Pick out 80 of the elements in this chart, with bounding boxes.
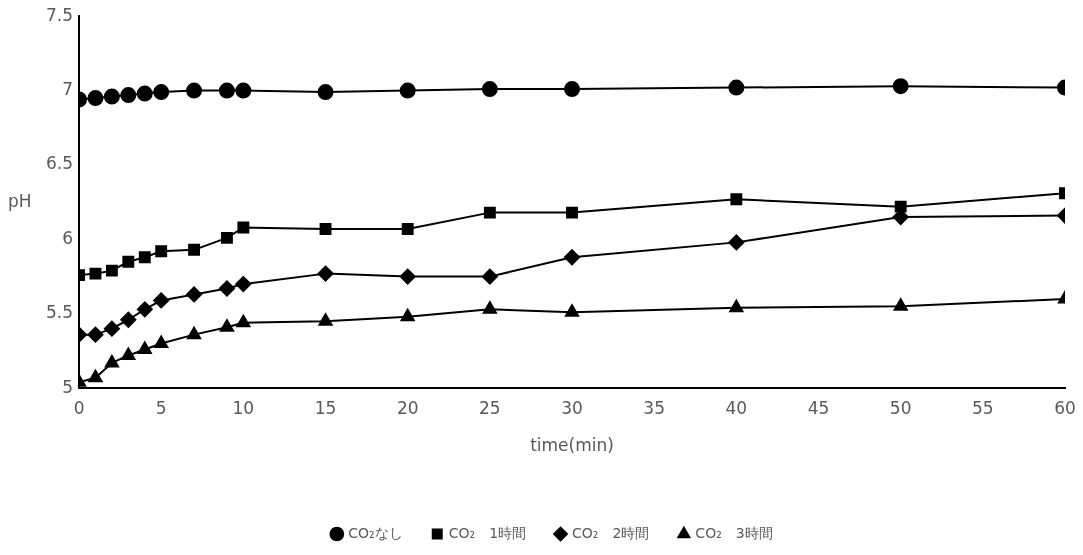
point [219,319,234,332]
legend-label: CO₂ 3時間 [695,524,773,541]
point [136,301,153,318]
point [566,206,578,219]
point [564,249,581,266]
x-tick-label: 45 [807,397,830,418]
y-tick-label: 6.5 [45,153,74,174]
legend-label: CO₂なし [348,524,403,541]
point [121,347,136,360]
point [154,335,169,349]
point [729,299,744,313]
point [401,223,414,235]
point [564,304,580,317]
point [87,326,104,343]
point [105,264,118,277]
point [122,255,135,268]
point [893,298,908,311]
point [136,85,153,102]
x-tick-label: 25 [479,397,501,418]
point [187,326,202,340]
x-tick-label: 55 [972,397,994,418]
point [137,341,152,355]
point [120,87,137,104]
x-tick-label: 10 [232,397,255,418]
point [482,301,497,314]
x-tick-label: 35 [643,397,665,418]
x-tick-label: 15 [314,397,337,418]
point [894,200,907,213]
point [153,292,170,309]
y-tick-label: 5 [62,376,74,397]
point [317,84,334,101]
point [103,320,120,337]
y-tick-label: 7 [62,79,74,100]
point [399,82,416,99]
point [728,79,745,96]
x-tick-label: 60 [1054,397,1076,418]
point [564,81,581,98]
point [220,231,233,244]
point [153,84,170,101]
y-tick-label: 6 [62,227,74,248]
point [236,314,251,328]
point [892,78,909,95]
point [728,234,745,251]
point [317,265,334,282]
x-tick-label: 0 [73,397,85,418]
point [235,276,252,293]
point [155,245,168,258]
point [103,88,120,105]
legend-label: CO₂ 1時間 [448,524,527,541]
point [186,286,203,303]
point [235,82,252,99]
point [319,223,332,235]
legend-label: CO₂ 2時間 [572,524,650,541]
point [318,313,333,326]
x-tick-label: 30 [561,397,583,418]
point [87,90,104,107]
point [481,268,498,285]
point [138,251,151,264]
point [104,354,119,368]
point [481,81,498,98]
y-tick-label: 5.5 [45,302,74,323]
point [188,243,201,256]
point [88,369,103,383]
x-tick-label: 5 [155,397,167,418]
x-tick-label: 20 [396,397,419,418]
x-axis-title: time(min) [530,435,614,456]
y-axis-title: pH [8,190,32,211]
point [218,280,235,297]
point [89,267,102,280]
point [483,206,496,219]
x-tick-label: 40 [725,397,748,418]
point [237,221,250,234]
point [186,82,203,99]
x-tick-label: 50 [889,397,912,418]
point [218,82,235,99]
point [400,308,415,322]
point [730,193,743,206]
point [399,268,416,285]
y-tick-label: 7.5 [45,4,74,25]
point [120,311,137,328]
